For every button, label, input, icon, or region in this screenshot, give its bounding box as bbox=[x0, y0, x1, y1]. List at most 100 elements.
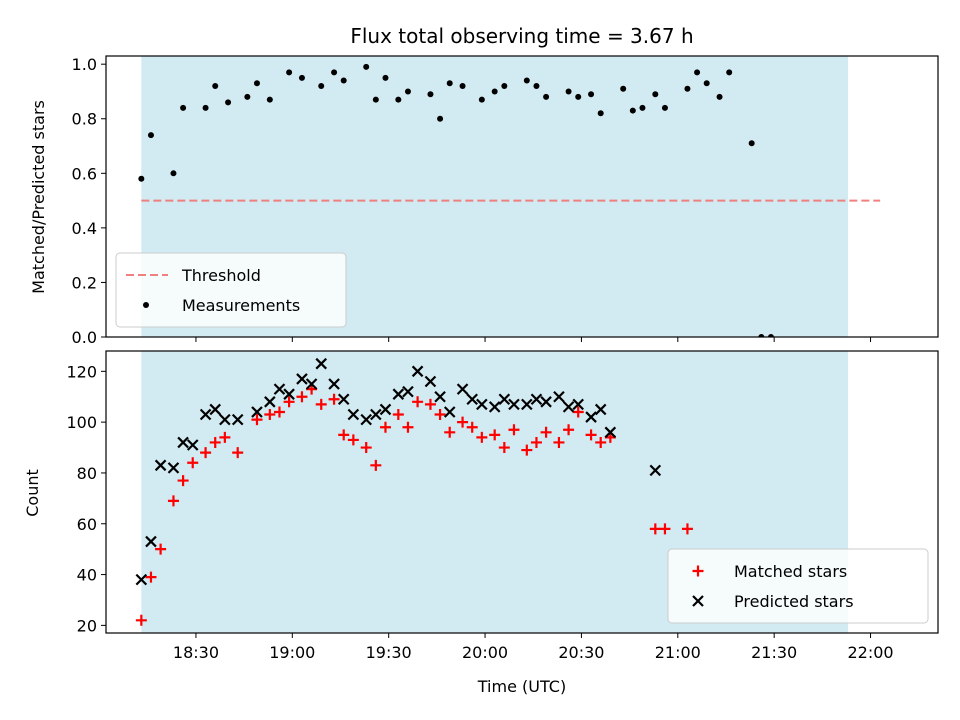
predicted-stars-point bbox=[251, 406, 263, 418]
chart-title: Flux total observing time = 3.67 h bbox=[350, 24, 693, 48]
y-tick-label: 0.0 bbox=[72, 328, 97, 347]
measurement-point bbox=[694, 69, 701, 76]
y-tick-label: 0.6 bbox=[72, 164, 97, 183]
predicted-stars-point bbox=[488, 401, 501, 413]
predicted-stars-point bbox=[154, 459, 167, 472]
x-tick-label: 20:00 bbox=[462, 643, 508, 662]
predicted-stars-point bbox=[521, 398, 533, 411]
predicted-stars-point bbox=[283, 388, 295, 400]
matched-stars-point bbox=[360, 442, 372, 454]
legend: Threshold Measurements bbox=[115, 252, 347, 328]
y-tick-label: 60 bbox=[77, 515, 97, 534]
measurement-point bbox=[202, 104, 209, 111]
matched-stars-point bbox=[219, 431, 231, 443]
predicted-stars-point bbox=[562, 401, 575, 413]
predicted-stars-point bbox=[424, 375, 437, 388]
measurement-point bbox=[212, 83, 219, 90]
matched-stars-point bbox=[402, 421, 414, 433]
matched-stars-point bbox=[476, 431, 488, 443]
y-tick-label: 100 bbox=[66, 413, 97, 432]
measurement-point bbox=[382, 74, 389, 81]
matched-stars-point bbox=[167, 495, 179, 507]
matched-stars-point bbox=[177, 475, 189, 487]
predicted-stars-point bbox=[145, 535, 157, 548]
matched-stars-point bbox=[392, 409, 404, 421]
matched-stars-point bbox=[489, 429, 501, 441]
measurement-point bbox=[478, 96, 485, 103]
predicted-stars-point bbox=[572, 398, 584, 411]
measurement-point bbox=[716, 93, 723, 100]
measurement-point bbox=[758, 334, 765, 337]
legend-label: Measurements bbox=[182, 296, 300, 315]
axes-frame bbox=[105, 350, 939, 634]
matched-stars-point bbox=[521, 444, 533, 456]
measurement-point bbox=[446, 80, 453, 87]
matched-stars-point bbox=[572, 406, 584, 418]
x-tick-label: 21:30 bbox=[751, 643, 797, 662]
matched-stars-point bbox=[209, 436, 221, 448]
measurement-point bbox=[523, 77, 530, 84]
predicted-stars-point bbox=[553, 390, 565, 403]
matched-stars-point bbox=[232, 447, 244, 459]
legend: Matched stars Predicted stars bbox=[667, 548, 929, 624]
predicted-stars-point bbox=[594, 403, 607, 416]
matched-stars-point bbox=[530, 436, 542, 448]
count-panel: 18:30 19:00 19:30 20:00 20:30 21:00 21:30 22:00… bbox=[66, 350, 939, 662]
predicted-stars-point bbox=[328, 378, 340, 390]
measurement-point bbox=[597, 110, 604, 117]
legend-box bbox=[115, 252, 347, 328]
ratio-panel: 0.0 0.2 0.4 0.6 0.8 1.0 Threshold Measurements bbox=[72, 55, 939, 347]
measurement-point bbox=[395, 96, 402, 103]
predicted-stars-point bbox=[177, 436, 189, 449]
matched-stars-point bbox=[508, 424, 520, 436]
measurement-point bbox=[543, 93, 550, 100]
matched-stars-point bbox=[540, 426, 552, 438]
legend-predicted-swatch bbox=[692, 595, 704, 607]
measurement-point bbox=[588, 91, 595, 98]
axes-frame bbox=[105, 55, 939, 338]
matched-stars-point bbox=[412, 396, 424, 408]
predicted-stars-point bbox=[337, 393, 350, 406]
matched-stars-point bbox=[145, 571, 157, 583]
measurement-point bbox=[533, 83, 540, 90]
measurement-point bbox=[372, 96, 379, 103]
legend-label: Predicted stars bbox=[734, 592, 854, 611]
measurement-point bbox=[620, 85, 627, 92]
x-tick-label: 22:00 bbox=[847, 643, 893, 662]
measurement-point bbox=[501, 83, 508, 90]
matched-stars-point bbox=[466, 421, 478, 433]
predicted-stars-point bbox=[540, 396, 552, 408]
predicted-stars-point bbox=[379, 403, 392, 416]
count-y-axis-label: Count bbox=[23, 469, 42, 517]
plot-area bbox=[138, 63, 881, 337]
measurement-point bbox=[639, 104, 646, 111]
x-tick-label: 21:00 bbox=[655, 643, 701, 662]
predicted-stars-point bbox=[456, 383, 469, 395]
measurement-point bbox=[266, 96, 273, 103]
matched-stars-point bbox=[444, 426, 456, 438]
matched-stars-point bbox=[187, 457, 199, 469]
matched-stars-point bbox=[370, 459, 382, 471]
measurement-point bbox=[565, 88, 572, 95]
measurement-point bbox=[340, 77, 347, 84]
predicted-stars-point bbox=[649, 464, 662, 477]
predicted-stars-point bbox=[402, 385, 414, 398]
matched-stars-point bbox=[296, 391, 308, 403]
legend-measurements-swatch bbox=[143, 302, 149, 308]
matched-stars-point bbox=[563, 424, 575, 436]
measurement-point bbox=[629, 107, 636, 114]
predicted-stars-point bbox=[273, 383, 286, 395]
predicted-stars-point bbox=[508, 398, 520, 411]
matched-stars-point bbox=[328, 393, 340, 405]
matched-stars-point bbox=[553, 436, 565, 448]
predicted-stars-point bbox=[530, 393, 543, 406]
legend-box bbox=[667, 548, 929, 624]
measurement-point bbox=[703, 80, 710, 87]
predicted-stars-point bbox=[434, 390, 446, 403]
predicted-stars-point bbox=[135, 573, 148, 586]
x-tick-label: 18:30 bbox=[173, 643, 219, 662]
matched-stars-point bbox=[424, 398, 436, 410]
predicted-stars-point bbox=[585, 411, 597, 423]
measurement-point bbox=[147, 132, 154, 139]
